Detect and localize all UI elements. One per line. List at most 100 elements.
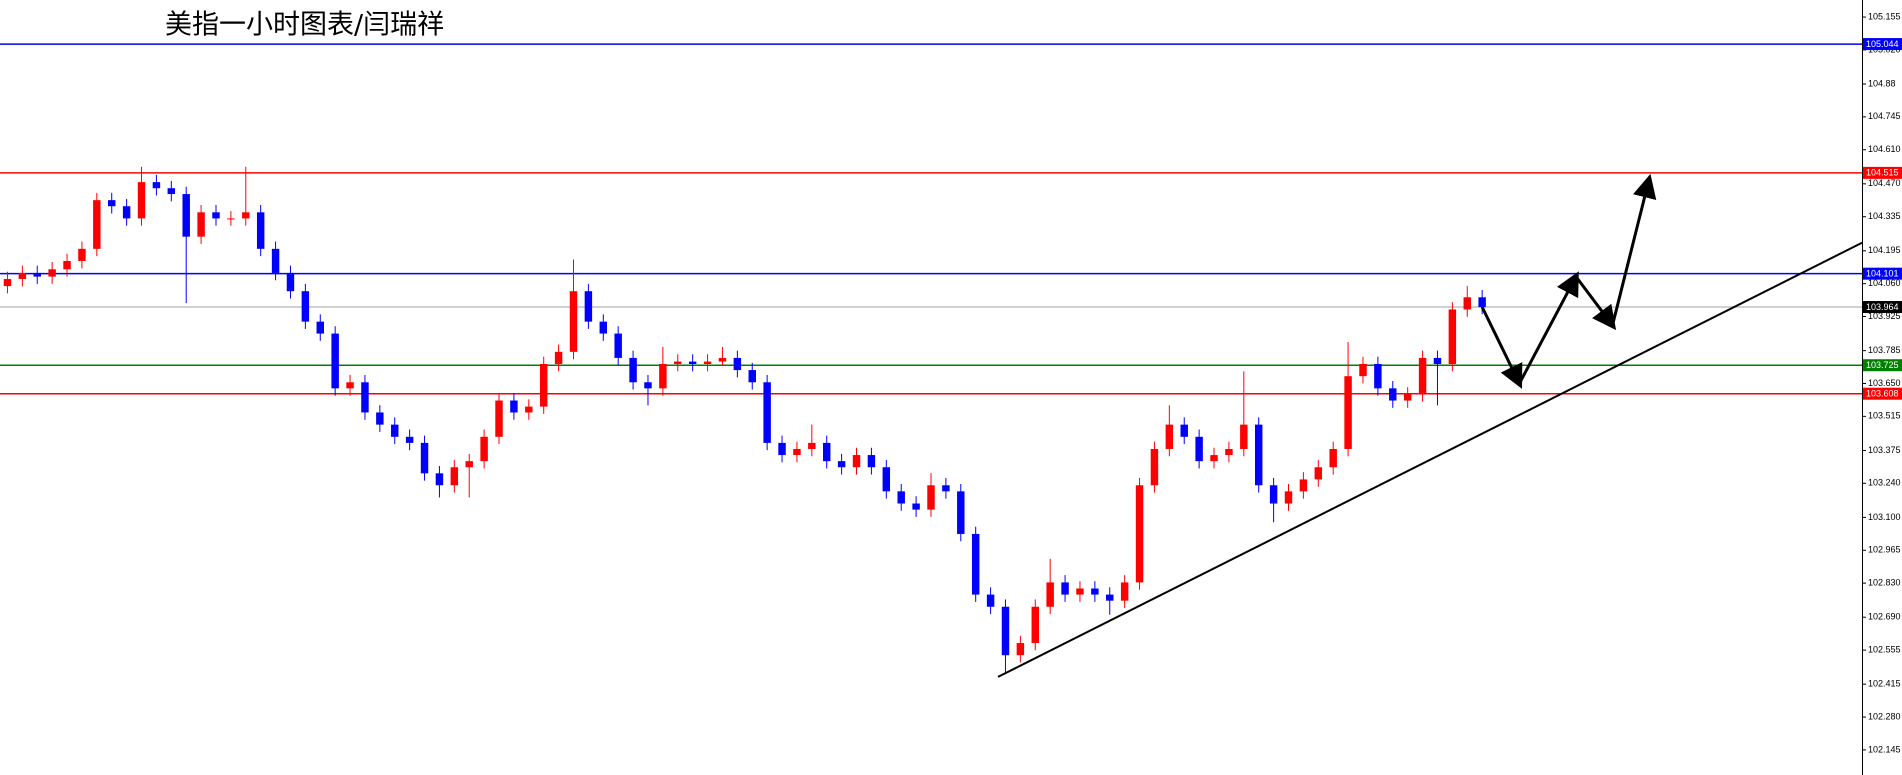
candle-body bbox=[793, 448, 801, 456]
candle-body bbox=[405, 436, 414, 443]
candle-body bbox=[63, 261, 71, 270]
candle-body bbox=[1254, 424, 1263, 486]
candle-body bbox=[823, 442, 831, 462]
candle-body bbox=[569, 291, 578, 352]
candle-body bbox=[1076, 588, 1084, 595]
level-label: 103.725 bbox=[1866, 360, 1899, 370]
candle-body bbox=[346, 382, 354, 389]
candle-body bbox=[510, 400, 518, 413]
candle-body bbox=[1210, 455, 1218, 462]
candle-body bbox=[659, 364, 667, 389]
y-tick-label: 103.515 bbox=[1868, 411, 1901, 421]
candle-body bbox=[1180, 424, 1188, 437]
level-label-box bbox=[1863, 359, 1902, 372]
candle-body bbox=[971, 533, 980, 595]
candle-body bbox=[748, 370, 756, 383]
candle-body bbox=[1269, 485, 1278, 504]
y-tick-label: 104.335 bbox=[1868, 211, 1901, 221]
candle-body bbox=[986, 594, 995, 607]
candle-body bbox=[242, 212, 250, 219]
candle-body bbox=[1240, 424, 1248, 449]
y-tick-label: 102.415 bbox=[1868, 679, 1901, 689]
candle-body bbox=[1106, 594, 1114, 601]
y-tick-label: 104.195 bbox=[1868, 245, 1901, 255]
candle-body bbox=[1403, 394, 1412, 401]
candle-body bbox=[1463, 297, 1471, 310]
candle-body bbox=[554, 351, 563, 365]
y-tick-label: 102.145 bbox=[1868, 744, 1901, 754]
candle-body bbox=[733, 357, 742, 371]
candle-body bbox=[18, 272, 27, 280]
candle-body bbox=[763, 382, 771, 443]
candle-body bbox=[927, 485, 935, 510]
candle-body bbox=[718, 357, 727, 362]
candle-body bbox=[1359, 364, 1367, 377]
candle-body bbox=[78, 248, 86, 262]
candle-body bbox=[1016, 643, 1025, 656]
candle-body bbox=[1433, 357, 1442, 365]
candle-body bbox=[1001, 606, 1010, 656]
candle-body bbox=[1374, 364, 1382, 389]
candle-body bbox=[137, 182, 146, 219]
candle-body bbox=[614, 333, 622, 358]
candle-body bbox=[912, 503, 920, 510]
candle-body bbox=[942, 485, 950, 492]
level-label: 105.044 bbox=[1866, 39, 1899, 49]
candle-body bbox=[1120, 582, 1129, 601]
candle-body bbox=[48, 269, 56, 277]
candle-body bbox=[1150, 448, 1159, 486]
candle-body bbox=[808, 442, 816, 449]
candle-body bbox=[1195, 436, 1203, 462]
y-tick-label: 104.88 bbox=[1868, 78, 1896, 88]
y-tick-label: 105.155 bbox=[1868, 11, 1901, 21]
candle-body bbox=[629, 357, 637, 383]
y-tick-label: 103.785 bbox=[1868, 345, 1901, 355]
candle-body bbox=[1389, 388, 1397, 401]
candle-body bbox=[212, 212, 220, 219]
candle-body bbox=[107, 200, 116, 207]
projection-arrow bbox=[1611, 173, 1657, 326]
candle-body bbox=[152, 182, 161, 189]
candle-body bbox=[644, 382, 652, 389]
candle-body bbox=[1344, 376, 1352, 449]
candle-body bbox=[1299, 479, 1308, 492]
candle-body bbox=[1314, 467, 1323, 480]
y-tick-label: 102.965 bbox=[1868, 545, 1901, 555]
candle-body bbox=[837, 461, 846, 468]
candle-body bbox=[301, 291, 310, 322]
candle-body bbox=[1225, 448, 1233, 456]
candle-body bbox=[182, 194, 190, 237]
candle-body bbox=[674, 361, 682, 365]
candle-body bbox=[465, 461, 473, 468]
level-label: 104.515 bbox=[1866, 168, 1899, 178]
level-label-box bbox=[1863, 267, 1902, 280]
level-label-box bbox=[1863, 301, 1902, 314]
candle-body bbox=[1165, 424, 1174, 449]
projection-arrow bbox=[1480, 306, 1523, 389]
candle-body bbox=[480, 436, 488, 462]
candle-body bbox=[1135, 485, 1144, 583]
level-label: 103.964 bbox=[1866, 302, 1899, 312]
candle-body bbox=[316, 321, 324, 334]
candle-body bbox=[197, 212, 205, 237]
candle-body bbox=[450, 467, 459, 486]
candle-body bbox=[778, 442, 786, 456]
candle-body bbox=[93, 200, 101, 249]
candle-body bbox=[495, 400, 503, 437]
candle-body bbox=[1031, 606, 1039, 644]
candle-body bbox=[897, 491, 905, 504]
projection-arrow bbox=[1574, 275, 1617, 331]
candle-body bbox=[584, 291, 593, 322]
candle-body bbox=[867, 455, 876, 468]
candle-body bbox=[1046, 582, 1054, 607]
y-tick-label: 102.830 bbox=[1868, 578, 1901, 588]
candle-body bbox=[122, 206, 131, 219]
projection-arrow bbox=[1518, 271, 1579, 385]
y-tick-label: 103.100 bbox=[1868, 512, 1901, 522]
candle-body bbox=[525, 406, 533, 413]
candle-body bbox=[1448, 309, 1457, 365]
candle-body bbox=[1329, 448, 1337, 468]
